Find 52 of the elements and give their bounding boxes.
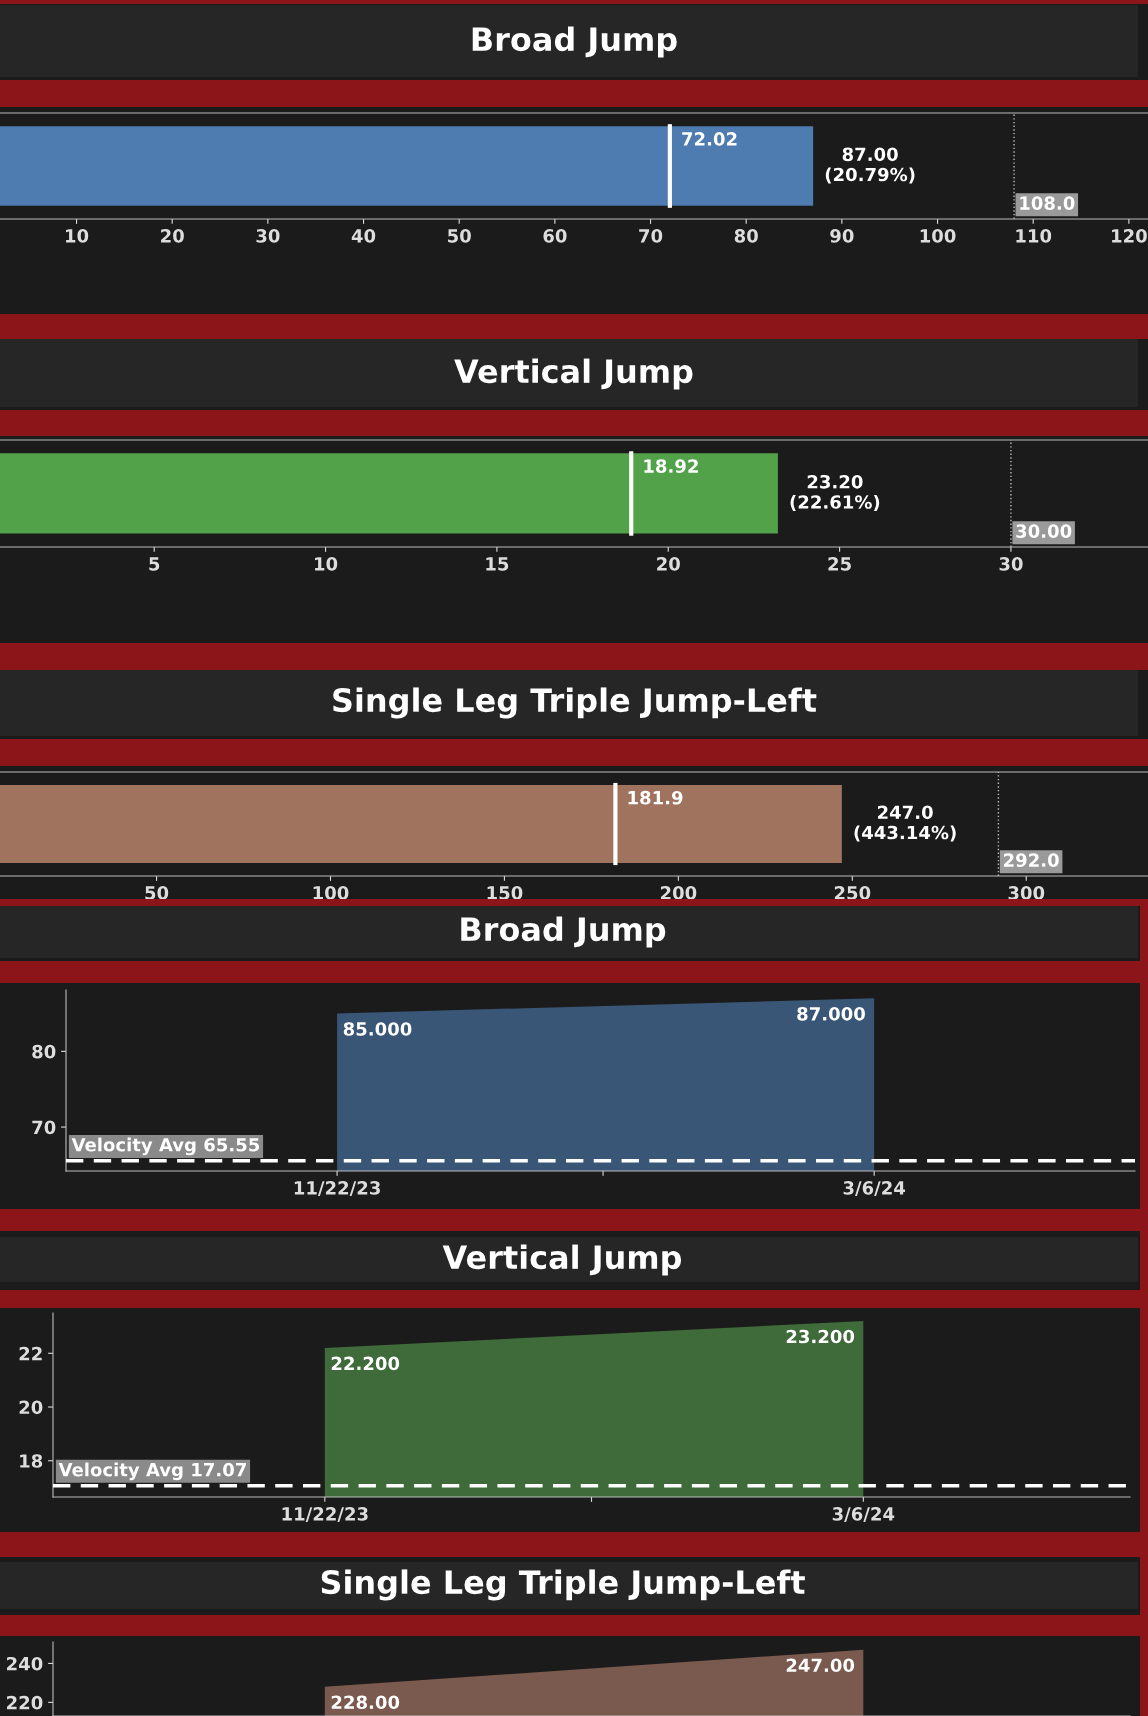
data-label: 247.00	[786, 1658, 855, 1673]
x-tick-label: 20	[657, 557, 680, 571]
x-tick-label: 80	[734, 229, 758, 243]
x-tick-label: 15	[486, 557, 509, 571]
data-label: 87.000	[797, 1006, 865, 1021]
ref-line-label: 18.92	[644, 459, 698, 473]
x-tick-label: 20	[161, 229, 184, 243]
ref-line-label: 292.0	[1004, 853, 1059, 867]
x-tick-label: 70	[639, 229, 663, 243]
x-tick-label: 10	[315, 557, 338, 571]
x-tick-label: 40	[351, 229, 376, 243]
chart-title: Broad Jump	[461, 916, 666, 948]
y-tick-label: 240	[7, 1656, 43, 1671]
y-tick-label: 18	[20, 1454, 43, 1468]
y-tick-label: 22	[19, 1346, 42, 1361]
chart-title: Broad Jump	[472, 26, 677, 58]
x-tick-label: 50	[145, 886, 169, 900]
y-tick-label: 220	[7, 1695, 43, 1710]
x-tick-label: 90	[830, 229, 854, 243]
data-label: 22.200	[331, 1356, 400, 1371]
x-tick-label: 120	[1112, 229, 1147, 243]
data-label: 247.0 (443.14%)	[854, 805, 956, 842]
data-label: 23.20 (22.61%)	[790, 474, 880, 511]
y-tick-label: 20	[19, 1400, 43, 1415]
ref-line-label: 30.00	[1016, 524, 1072, 538]
data-label: 228.00	[331, 1695, 400, 1710]
ref-line-label: 72.02	[682, 132, 737, 146]
ref-line-label: Velocity Avg 65.55	[71, 1137, 260, 1156]
x-tick-label: 60	[543, 229, 567, 243]
data-label: 87.00 (20.79%)	[825, 147, 915, 184]
x-tick-label: 3/6/24	[843, 1181, 906, 1197]
chart-title: Single Leg Triple Jump-Left	[321, 1569, 805, 1601]
x-tick-label: 11/22/23	[294, 1181, 380, 1197]
chart-title: Single Leg Triple Jump-Left	[333, 687, 817, 719]
chart-title: Vertical Jump	[454, 358, 693, 390]
x-tick-label: 3/6/24	[832, 1507, 895, 1523]
x-tick-label: 300	[1008, 886, 1045, 900]
ref-line-label: 181.9	[628, 790, 683, 805]
x-tick-label: 11/22/23	[282, 1507, 368, 1523]
x-tick-label: 110	[1016, 229, 1052, 243]
x-tick-label: 5	[149, 557, 160, 571]
x-tick-label: 30	[999, 557, 1023, 571]
ref-line-label: 108.0	[1020, 196, 1075, 210]
x-tick-label: 50	[448, 229, 471, 243]
x-tick-label: 25	[828, 557, 851, 571]
ref-line-label: Velocity Avg 17.07	[58, 1462, 246, 1481]
x-tick-label: 30	[256, 229, 280, 243]
x-tick-label: 100	[920, 229, 956, 243]
x-tick-label: 10	[66, 229, 89, 243]
chart-title: Vertical Jump	[442, 1244, 682, 1276]
data-label: 23.200	[786, 1329, 855, 1344]
data-label: 85.000	[343, 1022, 412, 1036]
